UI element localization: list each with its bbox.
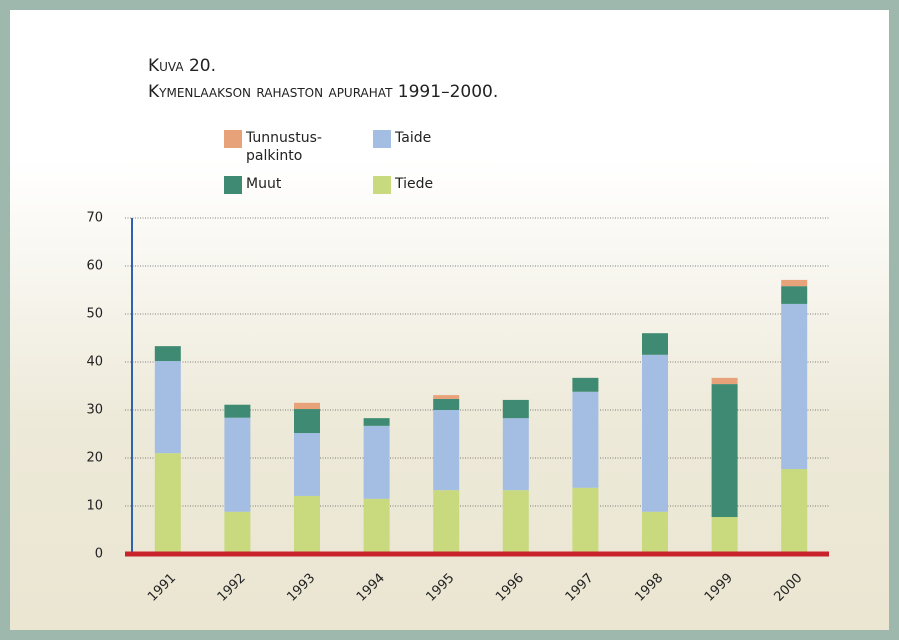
bar-segment xyxy=(781,303,808,470)
legend-label: Tiede xyxy=(395,176,434,192)
y-tick-label: 70 xyxy=(86,211,103,226)
bar-segment xyxy=(642,354,668,512)
bar-segment xyxy=(433,398,460,410)
bar-segment xyxy=(711,377,738,385)
bar-segment xyxy=(572,487,599,554)
x-tick-label: 2000 xyxy=(771,571,805,605)
x-tick-label: 1992 xyxy=(215,571,249,605)
bar-segment xyxy=(642,511,668,554)
legend-label: Muut xyxy=(246,176,282,192)
bar-segment xyxy=(154,453,181,554)
bar-segment xyxy=(711,517,738,554)
y-tick-label: 60 xyxy=(86,259,103,274)
y-tick-label: 40 xyxy=(86,355,103,370)
bar-segment xyxy=(781,286,808,304)
bar-segment xyxy=(363,425,390,499)
bar-segment xyxy=(572,391,599,488)
bar-segment xyxy=(433,410,460,491)
legend-label: Tunnustus-palkinto xyxy=(246,130,322,164)
y-tick-label: 0 xyxy=(95,547,103,562)
bar-segment xyxy=(781,279,808,287)
bar-segment xyxy=(294,495,320,554)
bar-segment xyxy=(224,404,251,418)
x-tick-label: 1991 xyxy=(145,571,179,605)
bar-segment xyxy=(154,346,181,362)
x-tick-label: 1993 xyxy=(284,571,318,605)
y-tick-label: 30 xyxy=(86,403,103,418)
legend-label: Taide xyxy=(395,130,432,146)
bar-segment xyxy=(433,490,460,554)
bar-segment xyxy=(502,490,529,554)
legend-swatch xyxy=(373,130,391,148)
bar-segment xyxy=(572,377,599,392)
bar-segment xyxy=(642,333,668,355)
bar-segment xyxy=(502,399,529,419)
y-tick-label: 20 xyxy=(86,451,103,466)
x-tick-label: 1998 xyxy=(632,571,666,605)
chart-subtitle: Kymenlaakson rahaston apurahat 1991–2000… xyxy=(148,82,499,102)
y-tick-label: 10 xyxy=(86,499,103,514)
bar-segment xyxy=(224,417,251,512)
bar-segment xyxy=(711,384,738,518)
legend-swatch xyxy=(224,130,242,148)
bar-segment xyxy=(433,395,460,399)
x-tick-label: 1996 xyxy=(493,571,527,605)
bar-segment xyxy=(224,511,251,554)
bar-segment xyxy=(294,402,320,410)
bar-segment xyxy=(363,418,390,426)
x-tick-label: 1999 xyxy=(702,571,736,605)
legend-swatch xyxy=(224,176,242,194)
x-tick-label: 1994 xyxy=(354,571,388,605)
bar-segment xyxy=(502,418,529,491)
bar-segment xyxy=(154,361,181,454)
bar-segment xyxy=(781,469,808,554)
bar-segment xyxy=(294,433,320,496)
bar-segment xyxy=(294,409,320,434)
x-tick-label: 1995 xyxy=(423,571,457,605)
y-tick-label: 50 xyxy=(86,307,103,322)
x-tick-label: 1997 xyxy=(563,571,597,605)
chart-title: Kuva 20. xyxy=(148,56,217,76)
legend-swatch xyxy=(373,176,391,194)
bar-segment xyxy=(363,498,390,554)
